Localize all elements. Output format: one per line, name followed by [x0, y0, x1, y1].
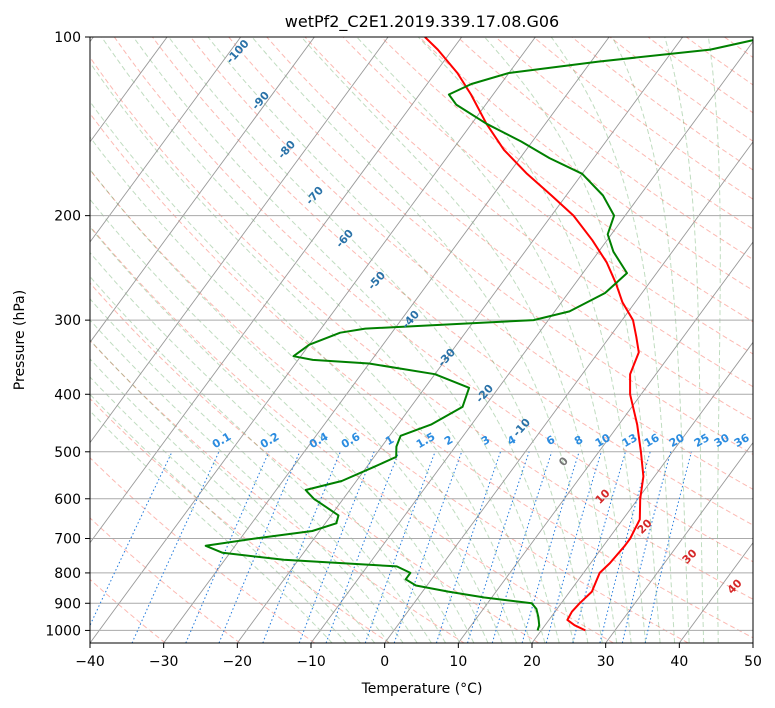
moist-adiabat-line — [90, 251, 446, 643]
mixing-ratio-line — [572, 451, 626, 643]
mixing-ratio-line — [218, 451, 301, 643]
moist-adiabat-line — [301, 37, 618, 643]
moist-adiabat-line — [101, 37, 546, 643]
y-tick-label: 200 — [54, 209, 81, 225]
moist-adiabat-line — [132, 37, 560, 643]
dry-adiabat-line — [90, 282, 540, 643]
moist-adiabat-line — [207, 37, 589, 643]
mixing-ratio-line — [545, 451, 602, 643]
dry-adiabat-line — [304, 37, 753, 388]
mixing-ratio-line — [364, 451, 436, 643]
isotherm-line — [236, 37, 684, 643]
moist-adiabat-line — [90, 376, 361, 643]
mixing-ratio-line — [435, 451, 501, 643]
isotherm-line — [310, 40, 753, 643]
y-tick-label: 1000 — [45, 623, 81, 639]
x-tick-label: 40 — [670, 654, 688, 670]
moist-adiabat-line — [90, 275, 432, 643]
dry-adiabat-line — [266, 37, 753, 421]
plot-frame — [89, 36, 754, 644]
dry-adiabat-line — [418, 37, 753, 291]
moist-adiabat-line — [550, 37, 676, 643]
x-tick-label: 10 — [449, 654, 467, 670]
x-tick-label: 50 — [744, 654, 762, 670]
axis-layer: −40 −30 −20 −10 0 10 20 30 40 50 100 200 300 400 500 60… — [45, 30, 762, 670]
mixing-ratio-line — [644, 451, 692, 643]
dry-adiabat-line — [90, 397, 390, 643]
dry-adiabat-line — [90, 169, 689, 643]
isotherm-line — [90, 37, 315, 344]
isotherm-line — [605, 441, 753, 643]
moist-adiabat-line — [90, 358, 376, 643]
mixing-ratio-line — [325, 451, 400, 643]
mixing-ratio-line — [599, 451, 651, 643]
moist-adiabat-line — [707, 37, 721, 643]
dry-adiabat-line — [90, 225, 614, 643]
moist-adiabat-line — [417, 37, 647, 643]
moist-adiabat-line — [90, 298, 418, 643]
dry-adiabat-line — [190, 37, 753, 490]
mixing-ratio-line — [621, 451, 672, 643]
mixing-ratio-line — [521, 451, 580, 643]
isotherm-line — [384, 141, 753, 643]
y-tick-label: 700 — [54, 532, 81, 548]
moist-adiabat-line — [90, 319, 404, 643]
x-tick-label: 30 — [597, 654, 615, 670]
moist-adiabat-line — [611, 37, 690, 643]
isotherm-line — [531, 341, 753, 643]
moist-adiabat-line — [90, 136, 503, 643]
dewpoint-profile-line — [204, 39, 753, 631]
moist-adiabat-line — [90, 100, 517, 643]
isotherm-line — [90, 37, 536, 643]
temperature-profile-line — [424, 37, 645, 632]
moist-adiabat-line — [356, 37, 632, 643]
mixing-ratio-line — [262, 451, 341, 643]
isotherm-line — [90, 37, 168, 143]
mixing-ratio-line — [467, 451, 530, 643]
dry-adiabat-line — [90, 457, 315, 643]
isotherm-line — [90, 37, 463, 544]
x-tick-label: −40 — [75, 654, 105, 670]
dry-adiabat-line — [342, 37, 753, 355]
y-axis-label: Pressure (hPa) — [12, 290, 28, 390]
moist-adiabat-line — [664, 37, 705, 643]
x-tick-label: 0 — [380, 654, 389, 670]
mixing-ratio-line — [298, 451, 375, 643]
y-tick-label: 100 — [54, 30, 81, 46]
mixing-ratio-line — [185, 451, 270, 643]
mixing-ratio-line — [393, 451, 463, 643]
y-tick-label: 300 — [54, 313, 81, 329]
y-tick-label: 400 — [54, 387, 81, 403]
isotherm-line — [457, 241, 753, 643]
y-tick-label: 800 — [54, 566, 81, 582]
x-tick-label: −10 — [296, 654, 326, 670]
moist-adiabat-line — [90, 410, 333, 643]
x-tick-label: −20 — [223, 654, 253, 670]
moist-adiabat-line — [90, 168, 489, 643]
dry-adiabat-line — [90, 578, 166, 643]
dry-adiabat-line — [90, 517, 241, 643]
chart-title: wetPf2_C2E1.2019.339.17.08.G06 — [285, 12, 559, 32]
dry-adiabat-line — [90, 339, 465, 643]
moist-adiabat-line — [168, 37, 575, 643]
dry-adiabat-line — [90, 56, 753, 600]
y-tick-label: 600 — [54, 492, 81, 508]
y-tick-label: 900 — [54, 596, 81, 612]
mixing-ratio-line — [491, 451, 553, 643]
x-axis-label: Temperature (°C) — [361, 681, 483, 697]
isotherm-line — [90, 37, 389, 444]
x-tick-label: 20 — [523, 654, 541, 670]
dry-adiabat-line — [152, 37, 753, 526]
x-tick-label: −30 — [149, 654, 179, 670]
moist-adiabat-line — [90, 198, 475, 643]
moist-adiabat-line — [90, 393, 347, 643]
moist-adiabat-line — [90, 226, 461, 643]
moist-adiabat-line — [251, 37, 603, 643]
y-tick-label: 500 — [54, 445, 81, 461]
grid-layer — [90, 37, 753, 643]
data-layer — [204, 37, 753, 632]
isotherm-line — [90, 37, 242, 243]
